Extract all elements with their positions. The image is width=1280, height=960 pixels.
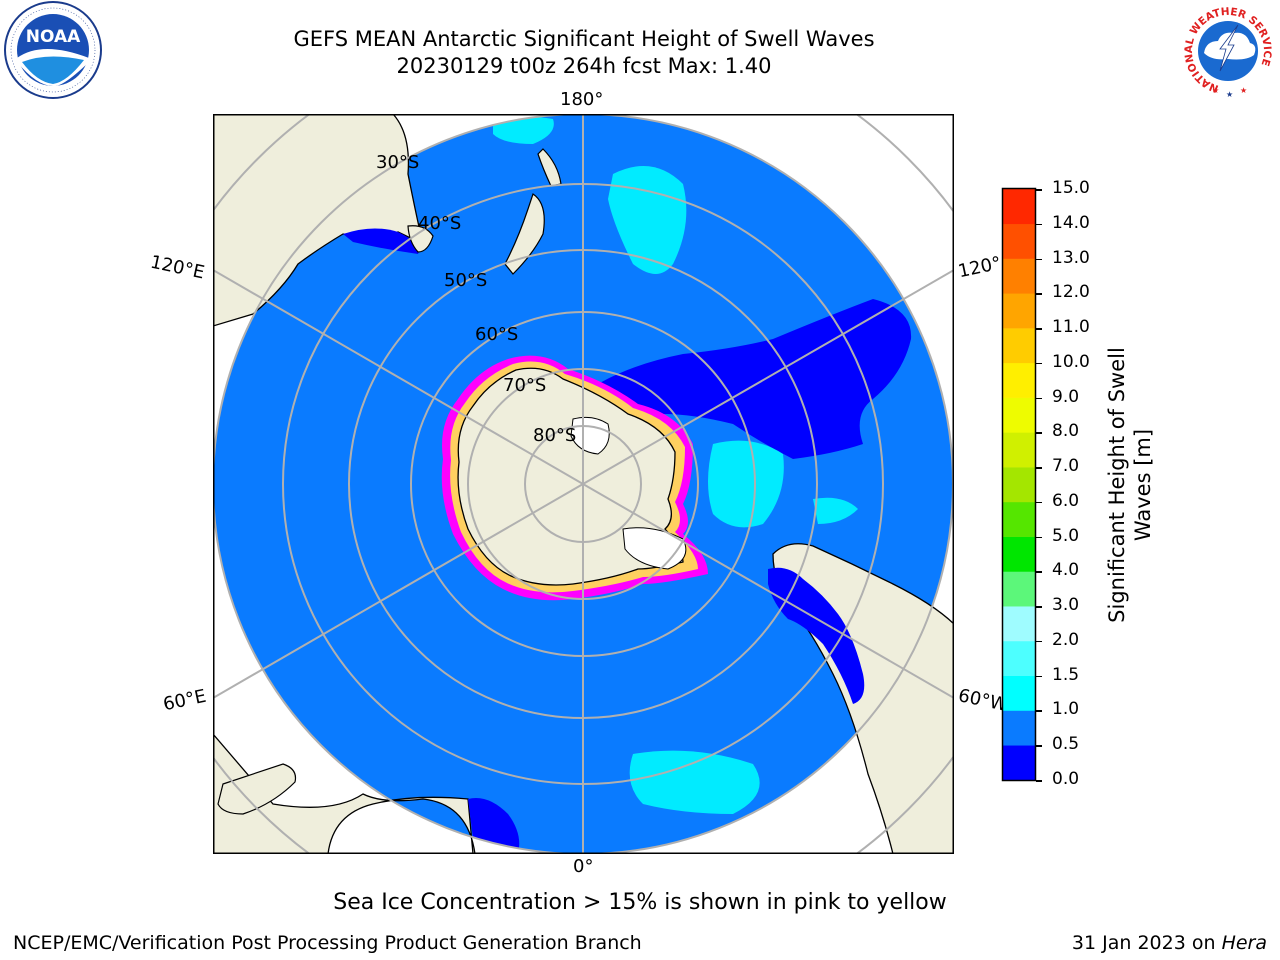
chart-title: GEFS MEAN Antarctic Significant Height o… bbox=[293, 27, 875, 51]
lat-label-70s: 70°S bbox=[503, 375, 547, 396]
svg-text:★: ★ bbox=[1226, 90, 1233, 99]
colorbar-tick-mark bbox=[1036, 223, 1042, 226]
lon-label-180: 180° bbox=[560, 89, 604, 110]
colorbar bbox=[1001, 187, 1037, 782]
colorbar-tick-label: 6.0 bbox=[1052, 490, 1080, 511]
polar-map-svg bbox=[213, 114, 954, 854]
colorbar-tick-label: 5.0 bbox=[1052, 525, 1080, 546]
colorbar-tick-label: 7.0 bbox=[1052, 456, 1080, 477]
colorbar-tick-mark bbox=[1036, 675, 1042, 678]
producer-credit: NCEP/EMC/Verification Post Processing Pr… bbox=[13, 932, 642, 954]
colorbar-title: Significant Height of Swell Waves [m] bbox=[1105, 347, 1155, 623]
low-swell-australia bbox=[343, 228, 419, 254]
colorbar-tick-label: 9.0 bbox=[1052, 386, 1080, 407]
mid-swell-pacific-north bbox=[493, 116, 554, 144]
colorbar-tick-mark bbox=[1036, 467, 1042, 469]
colorbar-tick-mark bbox=[1036, 432, 1042, 434]
colorbar-segment bbox=[1003, 606, 1035, 642]
colorbar-tick-label: 15.0 bbox=[1052, 178, 1090, 198]
lon-label-120w: 120° bbox=[956, 252, 1004, 283]
colorbar-segment bbox=[1003, 189, 1035, 225]
mid-swell-pacific bbox=[608, 166, 687, 274]
colorbar-tick-mark bbox=[1036, 745, 1042, 747]
colorbar-tick-mark bbox=[1036, 640, 1042, 643]
colorbar-tick-mark bbox=[1036, 258, 1042, 261]
lat-label-60s: 60°S bbox=[475, 324, 519, 345]
lat-label-40s: 40°S bbox=[418, 213, 462, 234]
colorbar-segment bbox=[1003, 432, 1035, 468]
colorbar-tick-mark bbox=[1036, 189, 1042, 191]
lat-label-50s: 50°S bbox=[444, 270, 488, 291]
colorbar-tick-mark bbox=[1036, 780, 1042, 782]
colorbar-segment bbox=[1003, 675, 1035, 711]
colorbar-tick-mark bbox=[1036, 362, 1042, 365]
colorbar-tick-label: 14.0 bbox=[1052, 212, 1090, 233]
colorbar-segment bbox=[1003, 397, 1035, 433]
lon-label-120e: 120°E bbox=[148, 251, 207, 284]
colorbar-segment bbox=[1003, 223, 1035, 259]
map-frame bbox=[213, 114, 954, 854]
colorbar-segment bbox=[1003, 640, 1035, 677]
lat-label-80s: 80°S bbox=[533, 425, 577, 446]
colorbar-tick-label: 8.0 bbox=[1052, 421, 1080, 442]
colorbar-segment bbox=[1003, 362, 1035, 398]
lat-label-30s: 30°S bbox=[376, 152, 420, 173]
lon-label-0: 0° bbox=[573, 856, 594, 877]
longitude-grid bbox=[213, 114, 954, 854]
colorbar-tick-label: 12.0 bbox=[1052, 282, 1090, 303]
colorbar-tick-mark bbox=[1036, 606, 1042, 608]
colorbar-segment bbox=[1003, 467, 1035, 503]
chart-subtitle: 20230129 t00z 264h fcst Max: 1.40 bbox=[396, 54, 772, 78]
colorbar-segment bbox=[1003, 258, 1035, 294]
colorbar-tick-label: 0.5 bbox=[1052, 734, 1080, 755]
lon-label-60e: 60°E bbox=[161, 685, 208, 716]
mid-swell-drake bbox=[708, 440, 784, 528]
madagascar-land bbox=[217, 763, 297, 815]
colorbar-tick-mark bbox=[1036, 710, 1042, 712]
colorbar-tick-label: 3.0 bbox=[1052, 595, 1080, 616]
sea-ice-note: Sea Ice Concentration > 15% is shown in … bbox=[333, 890, 947, 915]
colorbar-segment bbox=[1003, 501, 1035, 537]
colorbar-segment bbox=[1003, 536, 1035, 572]
colorbar-tick-label: 11.0 bbox=[1052, 317, 1090, 338]
colorbar-segment bbox=[1003, 293, 1035, 329]
colorbar-segment bbox=[1003, 328, 1035, 364]
colorbar-tick-label: 1.0 bbox=[1052, 699, 1080, 720]
colorbar-tick-label: 13.0 bbox=[1052, 247, 1090, 268]
colorbar-tick-mark bbox=[1036, 397, 1042, 400]
svg-text:★: ★ bbox=[1212, 86, 1219, 95]
polar-map bbox=[213, 114, 954, 854]
noaa-logo: NOAA bbox=[4, 1, 102, 99]
colorbar-tick-mark bbox=[1036, 328, 1042, 330]
colorbar-tick-label: 4.0 bbox=[1052, 560, 1080, 581]
run-date-text: 31 Jan 2023 on bbox=[1071, 932, 1216, 954]
colorbar-tick-mark bbox=[1036, 571, 1042, 573]
colorbar-tick-label: 10.0 bbox=[1052, 351, 1090, 372]
colorbar-tick-label: 1.5 bbox=[1052, 664, 1080, 685]
colorbar-tick-mark bbox=[1036, 536, 1042, 539]
colorbar-tick-label: 0.0 bbox=[1052, 769, 1080, 789]
colorbar-segment bbox=[1003, 745, 1035, 781]
run-date: 31 Jan 2023 on Hera bbox=[1072, 932, 1267, 954]
nws-logo: NATIONAL WEATHER SERVICE ★ ★ ★ bbox=[1181, 4, 1275, 99]
low-swell-south-america bbox=[768, 567, 865, 704]
mid-swell-atlantic-south bbox=[629, 750, 760, 814]
noaa-logo-text: NOAA bbox=[26, 27, 81, 47]
colorbar-tick-mark bbox=[1036, 501, 1042, 504]
colorbar-segment bbox=[1003, 571, 1035, 607]
colorbar-tick-label: 2.0 bbox=[1052, 629, 1080, 650]
tasmania-land bbox=[407, 225, 434, 253]
run-host: Hera bbox=[1221, 932, 1267, 954]
mid-swell-atlantic-east bbox=[813, 497, 858, 524]
colorbar-tick-mark bbox=[1036, 293, 1042, 295]
svg-text:★: ★ bbox=[1240, 86, 1247, 95]
colorbar-segment bbox=[1003, 710, 1035, 746]
